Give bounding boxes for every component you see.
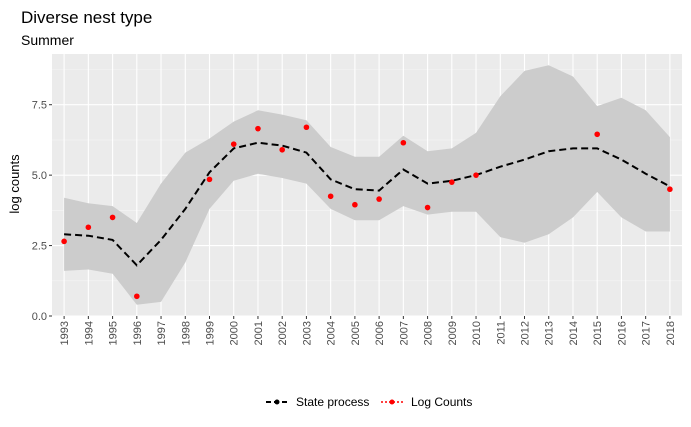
- x-tick-label: 2018: [665, 321, 677, 345]
- x-tick-label: 2017: [641, 321, 653, 345]
- log-count-point: [667, 186, 673, 193]
- log-count-point: [594, 131, 600, 138]
- log-count-point: [61, 238, 67, 245]
- x-tick-label: 1995: [108, 321, 120, 345]
- y-axis-ticks: 0.0 2.5 5.0 7.5: [32, 100, 52, 323]
- state-process-line: [64, 141, 671, 267]
- legend: State process Log Counts: [266, 395, 472, 409]
- x-tick-label: 2011: [495, 321, 507, 345]
- log-count-point: [255, 125, 261, 132]
- log-count-point: [424, 204, 431, 211]
- x-tick-label: 2015: [592, 321, 604, 345]
- x-tick-label: 2002: [277, 321, 289, 345]
- legend-label-log-counts: Log Counts: [411, 395, 472, 409]
- chart-subtitle: Summer: [21, 32, 74, 48]
- x-tick-label: 2014: [568, 321, 580, 345]
- x-tick-label: 2007: [398, 321, 410, 345]
- x-tick-label: 2001: [253, 321, 265, 345]
- log-count-point: [134, 293, 140, 300]
- log-count-point: [473, 172, 479, 178]
- log-count-point: [449, 179, 455, 185]
- x-tick-label: 1994: [83, 321, 95, 345]
- log-count-point: [376, 196, 382, 202]
- chart-title: Diverse nest type: [21, 8, 152, 27]
- x-tick-label: 1997: [156, 321, 168, 345]
- legend-key-state-process: [266, 399, 288, 405]
- x-tick-label: 2003: [301, 321, 313, 345]
- x-tick-label: 2009: [447, 321, 459, 345]
- x-tick-label: 2013: [544, 321, 556, 345]
- x-tick-label: 2004: [326, 321, 338, 345]
- plot-panel: [52, 54, 682, 317]
- x-tick-label: 1999: [205, 321, 217, 345]
- x-axis-ticks: 1993 1994 1995 1996 1997 1998 1999 2000 2001 2002…: [59, 316, 677, 345]
- legend-label-state-process: State process: [296, 395, 369, 409]
- legend-key-log-counts: [381, 399, 403, 405]
- y-tick-label: 2.5: [32, 241, 47, 253]
- log-count-point: [230, 141, 237, 147]
- log-count-point: [400, 139, 407, 146]
- log-count-point: [327, 193, 334, 200]
- log-count-point: [109, 214, 116, 221]
- x-tick-label: 2012: [520, 321, 532, 345]
- x-tick-label: 2005: [350, 321, 362, 345]
- x-tick-label: 1993: [59, 321, 71, 345]
- log-count-point: [85, 224, 92, 231]
- y-tick-label: 0.0: [32, 311, 47, 323]
- log-count-point: [206, 176, 213, 183]
- y-tick-label: 7.5: [32, 100, 47, 112]
- x-tick-label: 2006: [374, 321, 386, 345]
- x-tick-label: 2016: [616, 321, 628, 345]
- log-count-point: [279, 146, 285, 153]
- x-tick-label: 1996: [132, 321, 144, 345]
- x-tick-label: 2010: [471, 321, 483, 345]
- log-count-point: [352, 201, 358, 208]
- x-tick-label: 2008: [423, 321, 435, 345]
- y-axis-title: log counts: [7, 154, 22, 214]
- confidence-ribbon: [64, 65, 670, 305]
- x-tick-label: 1998: [180, 321, 192, 345]
- y-tick-label: 5.0: [32, 170, 47, 182]
- log-count-point: [303, 124, 310, 131]
- x-tick-label: 2000: [229, 321, 241, 345]
